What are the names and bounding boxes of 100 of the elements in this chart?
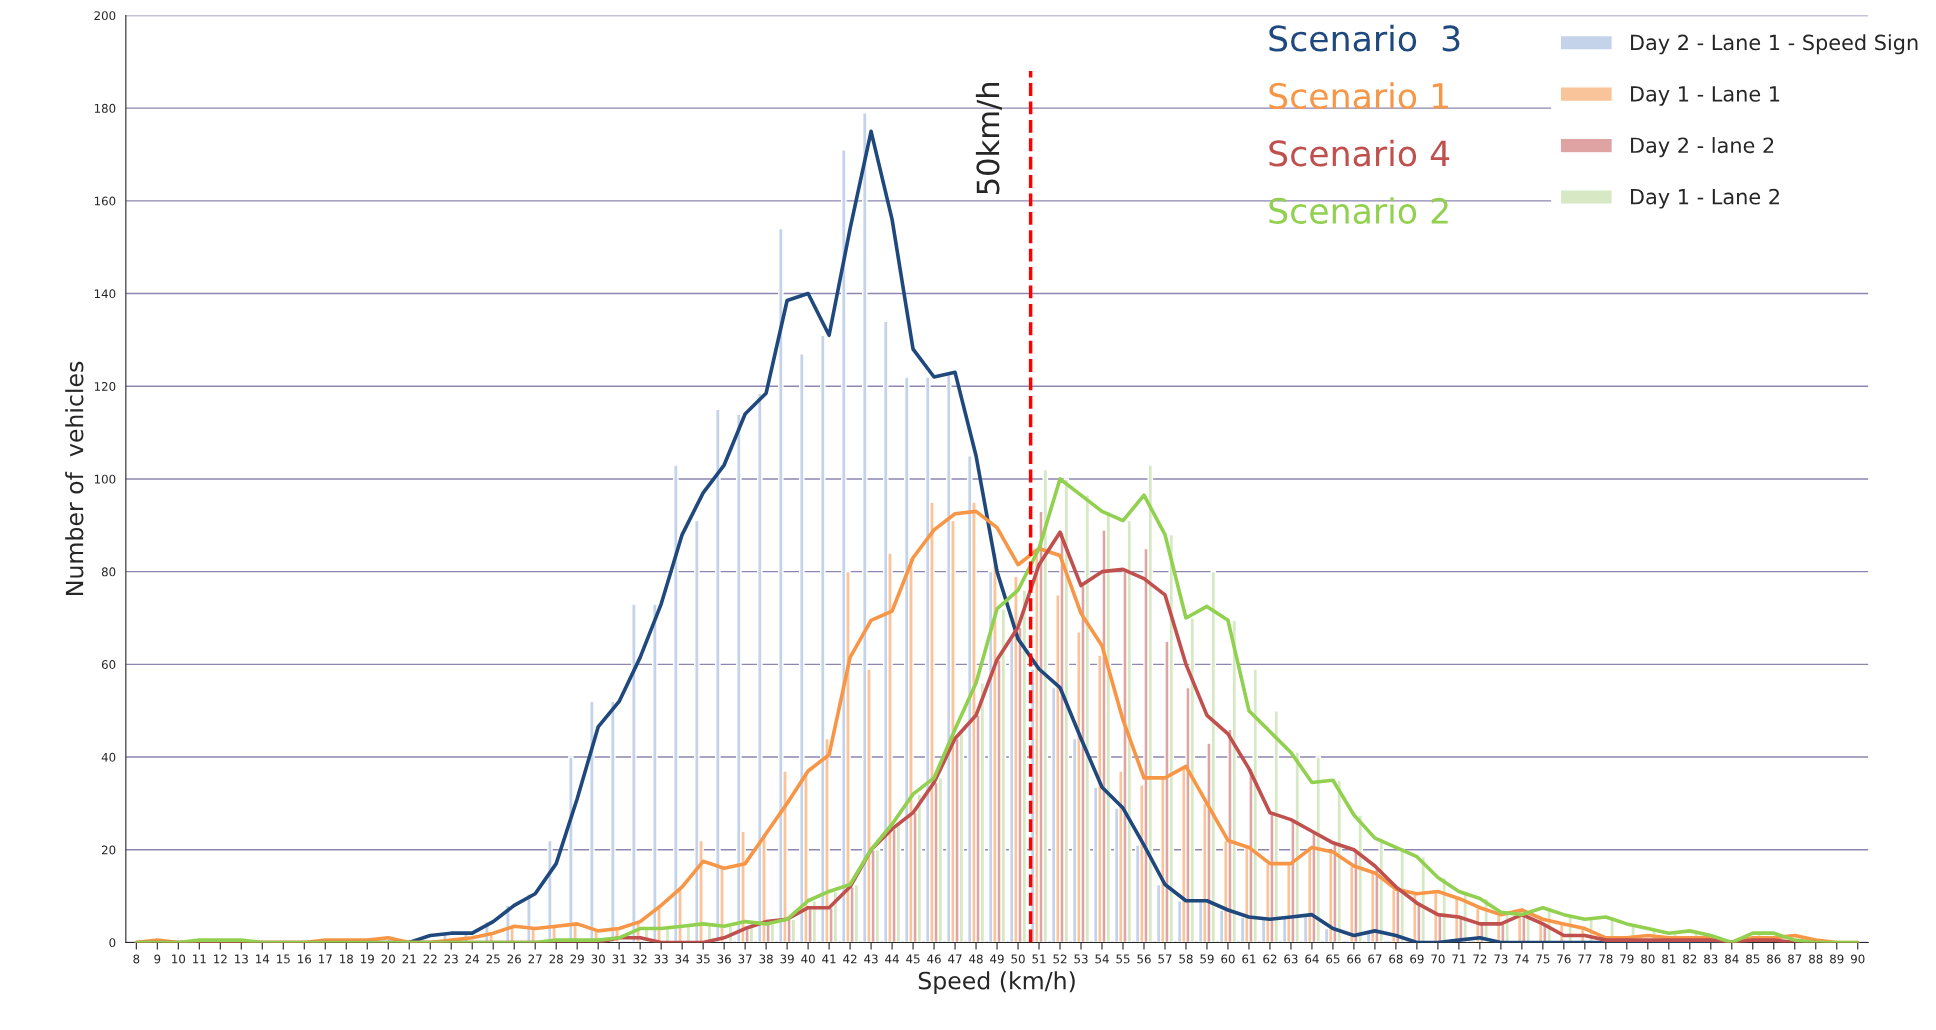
x-tick-label: 59 [1200,954,1214,964]
bar [1273,710,1280,943]
x-tick-label: 10 [172,954,186,964]
x-tick-label: 88 [1809,954,1823,964]
x-tick-label: 85 [1746,954,1760,964]
x-tick-label: 39 [780,954,794,964]
x-tick-label: 72 [1473,954,1487,964]
x-axis-title: Speed (km/h) [918,971,1075,995]
x-tick-label: 11 [193,954,206,964]
x-tick-label: 34 [675,954,689,964]
bar [820,334,826,943]
x-tick-label: 40 [801,954,815,964]
x-tick-label: 30 [591,954,605,964]
x-tick-label: 41 [822,954,836,964]
x-tick-label: 17 [319,954,332,964]
x-tick-label: 28 [549,954,563,964]
x-tick-label: 24 [465,954,480,964]
x-tick-label: 55 [1116,954,1130,964]
bar [1189,617,1196,943]
y-tick-label: 80 [101,567,116,577]
x-tick-label: 12 [214,954,227,964]
x-tick-label: 56 [1137,954,1151,964]
x-tick-label: 32 [633,954,647,964]
x-tick-label: 31 [612,954,626,964]
x-tick-label: 45 [906,954,920,964]
bar [1147,464,1154,943]
x-tick-label: 81 [1662,954,1676,964]
bar [1168,533,1175,943]
x-tick-label: 26 [507,954,521,964]
x-tick-label: 51 [1032,954,1046,964]
x-tick-label: 27 [528,954,542,964]
x-tick-label: 14 [256,954,270,964]
x-tick-label: 15 [277,954,290,964]
y-tick-label: 180 [94,103,116,113]
bar [1294,751,1301,943]
x-tick-label: 9 [154,954,161,964]
legend-label: Day 2 - Lane 1 - Speed Sign [1631,34,1918,55]
x-tick-label: 46 [927,954,941,964]
x-tick-label: 86 [1767,954,1781,964]
bar [937,777,944,943]
y-tick-label: 40 [101,752,116,762]
x-tick-label: 83 [1704,954,1718,964]
y-tick-label: 200 [94,11,116,21]
x-tick-label: 90 [1850,954,1865,964]
legend-label: Day 1 - Lane 1 [1631,86,1780,106]
legend-label: Day 2 - lane 2 [1631,137,1774,158]
x-tick-label: 23 [444,954,458,964]
x-tick-label: 63 [1284,954,1298,964]
bar [610,700,616,943]
x-tick-label: 35 [696,954,710,964]
ref-line-label: 50km/h [975,82,1002,194]
x-tick-label: 13 [235,954,248,964]
x-tick-label: 21 [402,954,416,964]
x-tick-label: 38 [759,954,773,964]
x-tick-label: 37 [738,954,752,964]
x-tick-label: 80 [1641,954,1655,964]
text: Scenario 2 [1269,197,1448,225]
bar [778,227,784,943]
x-tick-label: 47 [948,954,962,964]
x-tick-label: 67 [1368,954,1382,964]
x-tick-label: 89 [1830,954,1844,964]
x-tick-label: 61 [1242,954,1256,964]
x-tick-label: 82 [1683,954,1697,964]
x-tick-label: 44 [885,954,899,964]
x-tick-label: 8 [133,954,140,964]
x-tick-label: 65 [1326,954,1340,964]
x-tick-label: 77 [1578,954,1592,964]
text: Scenario 1 [1269,82,1448,110]
x-tick-label: 19 [361,954,374,964]
x-tick-label: 22 [423,954,437,964]
bar [1252,668,1259,943]
bar [799,353,805,943]
x-tick-label: 50 [1011,954,1025,964]
bar [757,392,763,943]
x-tick-label: 52 [1053,954,1067,964]
y-tick-label: 0 [109,938,116,948]
x-tick-label: 25 [486,954,500,964]
bar [1210,570,1217,943]
x-tick-label: 64 [1305,954,1319,964]
bar [631,603,637,943]
x-tick-label: 75 [1536,954,1550,964]
y-tick-label: 160 [94,196,116,206]
x-tick-label: 60 [1221,954,1235,964]
bar [861,112,868,943]
x-tick-label: 76 [1557,954,1571,964]
bar [673,464,679,943]
y-tick-label: 120 [94,381,116,391]
x-tick-label: 74 [1515,954,1529,964]
x-tick-label: 49 [990,954,1004,964]
x-tick-label: 57 [1158,954,1172,964]
x-tick-label: 20 [381,954,395,964]
text: Scenario 3 [1269,24,1460,52]
y-tick-label: 140 [94,289,116,299]
bar [694,519,700,943]
x-tick-label: 78 [1599,954,1613,964]
x-tick-label: 58 [1179,954,1193,964]
x-tick-label: 66 [1347,954,1361,964]
x-tick-label: 16 [298,954,312,964]
x-tick-label: 18 [340,954,353,964]
x-tick-label: 69 [1410,954,1424,964]
